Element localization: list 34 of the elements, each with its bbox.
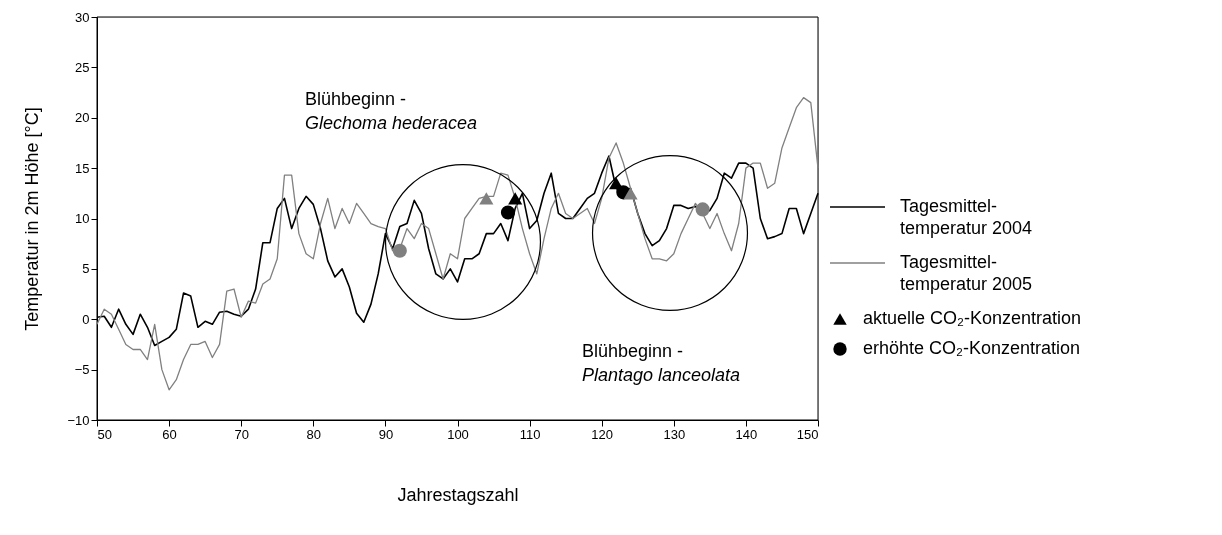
y-tick-label: 15 — [75, 160, 90, 176]
x-tick-label: 130 — [663, 426, 686, 442]
x-tick-label: 150 — [796, 426, 819, 442]
y-tick-label: 0 — [82, 311, 90, 327]
annotation: Blühbeginn - Glechoma hederacea — [305, 89, 478, 133]
y-axis-title: Temperatur in 2m Höhe [°C] — [22, 107, 43, 331]
x-tick-label: 100 — [447, 426, 469, 442]
x-tick-label: 70 — [234, 426, 249, 442]
point — [479, 192, 494, 205]
x-axis-title: Jahrestagszahl — [397, 484, 519, 505]
y-tick-label: 10 — [75, 211, 90, 226]
legend-label: Tagesmittel- temperatur 2004 — [900, 196, 1033, 238]
point — [508, 192, 523, 205]
x-tick-label: 80 — [306, 426, 322, 442]
point — [695, 202, 710, 217]
x-tick-label: 120 — [591, 426, 614, 442]
x-tick-label: 140 — [735, 426, 758, 442]
point — [623, 187, 638, 200]
y-tick-label: 5 — [82, 261, 90, 277]
y-tick-label: −5 — [74, 362, 90, 378]
x-tick-label: 110 — [519, 426, 541, 442]
x-tick-label: 90 — [378, 426, 394, 442]
x-tick-label: 50 — [97, 426, 112, 442]
y-tick-label: 25 — [75, 59, 90, 75]
point — [392, 243, 407, 258]
legend-label: Tagesmittel- temperatur 2005 — [900, 252, 1033, 294]
annotation: Blühbeginn - Plantago lanceolata — [582, 341, 741, 385]
y-tick-label: 20 — [75, 110, 90, 126]
x-tick-label: 60 — [162, 426, 177, 442]
y-tick-label: 30 — [75, 9, 90, 25]
y-tick-label: −10 — [67, 412, 90, 428]
legend-label: aktuelle CO₂-Konzentration — [863, 308, 1082, 328]
legend-label: erhöhte CO₂-Konzentration — [863, 338, 1081, 358]
point — [500, 205, 516, 220]
